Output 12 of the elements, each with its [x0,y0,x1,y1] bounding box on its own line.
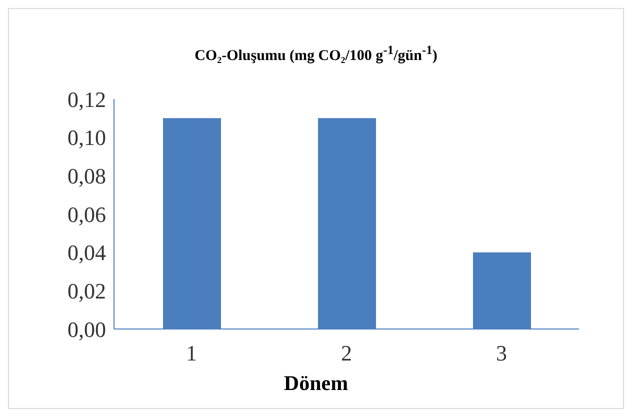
y-tick-label: 0,06 [68,202,106,227]
y-tick-label: 0,12 [68,86,106,112]
y-tick-label: 0,02 [68,278,106,304]
y-tick-label: 0,08 [68,163,106,188]
x-tick-label: 2 [341,340,352,366]
x-axis-title: Dönem [282,371,350,396]
y-tick-label: 0,10 [68,125,106,150]
y-tick-label: 0,04 [68,240,106,266]
chart-title: CO₂-Oluşumu (mg CO₂/100 g$^{-1}$/gün$^{-1}$) [194,43,438,65]
x-tick-label: 1 [186,340,197,366]
x-tick-label: 3 [496,340,507,366]
y-tick-label: 0,00 [68,316,106,342]
